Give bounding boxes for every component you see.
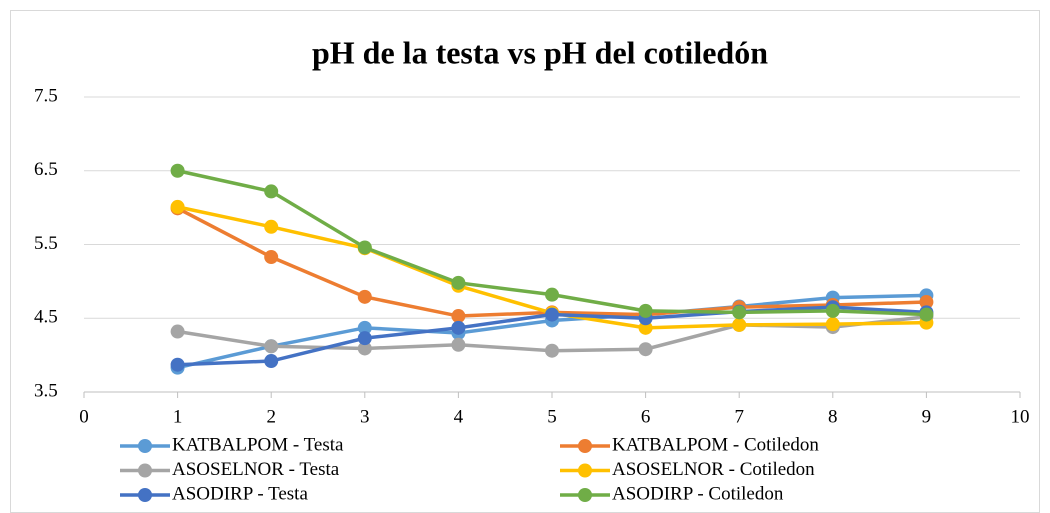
x-tick-label: 8 bbox=[828, 406, 838, 427]
data-point bbox=[357, 341, 372, 356]
data-point bbox=[264, 339, 279, 354]
x-tick-label: 0 bbox=[79, 406, 89, 427]
x-tick-label: 4 bbox=[454, 406, 464, 427]
data-point bbox=[264, 219, 279, 234]
legend-marker bbox=[138, 463, 152, 478]
data-point bbox=[825, 303, 840, 318]
data-point bbox=[357, 289, 372, 304]
data-point bbox=[638, 303, 653, 318]
x-tick-label: 3 bbox=[360, 406, 370, 427]
legend-marker bbox=[138, 439, 152, 453]
data-point bbox=[170, 199, 185, 214]
x-tick-label: 5 bbox=[547, 406, 557, 427]
legend-label: ASOSELNOR - Cotiledon bbox=[612, 459, 815, 480]
legend-label: KATBALPOM - Cotiledon bbox=[612, 434, 819, 455]
legend-marker bbox=[578, 488, 592, 502]
data-point bbox=[638, 342, 653, 357]
data-point bbox=[451, 320, 466, 335]
legend-label: ASOSELNOR - Testa bbox=[172, 459, 340, 480]
x-tick-label: 9 bbox=[922, 406, 932, 427]
data-point bbox=[919, 295, 934, 310]
data-point bbox=[545, 287, 559, 302]
data-point bbox=[451, 275, 466, 290]
data-point bbox=[357, 320, 372, 335]
x-tick-label: 2 bbox=[266, 406, 276, 427]
legend-marker bbox=[578, 439, 592, 453]
y-tick-label: 4.5 bbox=[34, 307, 58, 328]
legend-label: ASODIRP - Cotiledon bbox=[612, 483, 784, 504]
data-point bbox=[545, 343, 559, 358]
data-point bbox=[732, 317, 747, 332]
data-point bbox=[545, 307, 559, 322]
y-tick-label: 5.5 bbox=[34, 233, 58, 254]
data-point bbox=[264, 354, 279, 369]
data-point bbox=[451, 309, 466, 324]
data-point bbox=[919, 307, 934, 322]
data-point bbox=[732, 305, 747, 320]
data-point bbox=[170, 357, 185, 372]
y-tick-label: 7.5 bbox=[34, 85, 58, 106]
legend-marker bbox=[138, 488, 152, 502]
data-point bbox=[170, 163, 185, 178]
data-point bbox=[357, 240, 372, 255]
legend-label: KATBALPOM - Testa bbox=[172, 434, 344, 455]
legend-label: ASODIRP - Testa bbox=[172, 483, 308, 504]
data-point bbox=[264, 250, 279, 265]
y-tick-label: 6.5 bbox=[34, 159, 58, 180]
x-tick-label: 6 bbox=[641, 406, 651, 427]
chart-border bbox=[10, 10, 1040, 513]
legend-marker bbox=[578, 463, 592, 478]
data-point bbox=[170, 324, 185, 339]
x-tick-label: 10 bbox=[1011, 406, 1030, 427]
data-point bbox=[357, 331, 372, 346]
x-tick-label: 7 bbox=[734, 406, 744, 427]
x-tick-label: 1 bbox=[173, 406, 183, 427]
chart-title: pH de la testa vs pH del cotiledón bbox=[312, 34, 768, 70]
data-point bbox=[451, 337, 466, 352]
data-point bbox=[825, 317, 840, 332]
y-tick-label: 3.5 bbox=[34, 380, 58, 401]
data-point bbox=[264, 184, 279, 199]
data-point bbox=[638, 320, 653, 335]
